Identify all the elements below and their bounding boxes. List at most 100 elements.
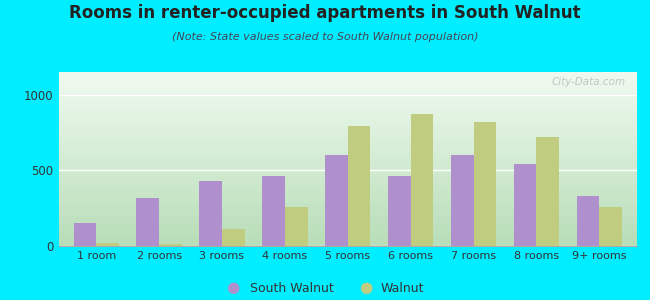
Bar — [58, 122, 637, 124]
Bar — [473, 122, 496, 246]
Bar — [577, 196, 599, 246]
Bar — [58, 197, 637, 199]
Bar — [348, 127, 370, 246]
Bar — [58, 102, 637, 103]
Bar — [58, 185, 637, 187]
Bar — [58, 192, 637, 194]
Bar — [58, 175, 637, 176]
Bar — [58, 242, 637, 244]
Bar — [58, 138, 637, 140]
Bar — [58, 164, 637, 166]
Bar — [58, 103, 637, 105]
Bar — [58, 222, 637, 224]
Bar — [58, 176, 637, 178]
Bar — [58, 224, 637, 225]
Bar — [58, 155, 637, 157]
Bar — [58, 131, 637, 133]
Bar — [388, 176, 411, 246]
Bar — [58, 196, 637, 197]
Bar — [58, 143, 637, 145]
Bar — [325, 155, 348, 246]
Bar — [58, 220, 637, 222]
Bar — [58, 96, 637, 98]
Bar — [58, 202, 637, 204]
Bar — [58, 145, 637, 147]
Bar — [58, 114, 637, 116]
Bar — [58, 89, 637, 91]
Bar — [58, 194, 637, 196]
Bar — [58, 230, 637, 232]
Bar — [58, 129, 637, 131]
Bar — [58, 105, 637, 107]
Bar — [58, 81, 637, 82]
Bar — [58, 157, 637, 159]
Bar — [58, 82, 637, 84]
Bar — [222, 230, 244, 246]
Bar — [262, 176, 285, 246]
Bar — [58, 116, 637, 117]
Bar — [58, 166, 637, 168]
Bar — [285, 207, 307, 246]
Bar — [58, 124, 637, 126]
Bar — [136, 198, 159, 246]
Bar — [58, 173, 637, 175]
Bar — [58, 213, 637, 215]
Bar — [58, 234, 637, 236]
Bar — [58, 84, 637, 86]
Bar — [58, 135, 637, 137]
Bar — [599, 207, 622, 246]
Bar — [58, 239, 637, 241]
Bar — [58, 136, 637, 138]
Bar — [58, 206, 637, 208]
Bar — [58, 152, 637, 154]
Bar — [58, 237, 637, 239]
Bar — [58, 126, 637, 128]
Bar — [58, 189, 637, 190]
Bar — [58, 216, 637, 218]
Bar — [58, 211, 637, 213]
Bar — [73, 223, 96, 246]
Bar — [200, 181, 222, 246]
Bar — [58, 180, 637, 182]
Bar — [58, 208, 637, 209]
Bar — [58, 201, 637, 203]
Bar — [58, 93, 637, 94]
Bar — [58, 227, 637, 229]
Text: Walnut: Walnut — [380, 281, 424, 295]
Bar — [58, 199, 637, 201]
Bar — [58, 148, 637, 150]
Bar — [96, 243, 119, 246]
Bar — [58, 110, 637, 112]
Bar — [58, 77, 637, 79]
Bar — [58, 140, 637, 142]
Bar — [58, 112, 637, 114]
Bar — [58, 117, 637, 119]
Bar — [58, 168, 637, 169]
Bar — [58, 244, 637, 246]
Text: South Walnut: South Walnut — [250, 281, 334, 295]
Bar — [58, 204, 637, 206]
Bar — [58, 232, 637, 234]
Bar — [58, 98, 637, 100]
Bar — [58, 229, 637, 230]
Bar — [58, 215, 637, 216]
Bar — [58, 218, 637, 220]
Bar — [58, 79, 637, 81]
Bar — [58, 171, 637, 173]
Bar — [58, 225, 637, 227]
Bar — [58, 128, 637, 129]
Bar — [58, 88, 637, 89]
Bar — [58, 74, 637, 76]
Bar — [58, 182, 637, 183]
Bar — [58, 161, 637, 163]
Bar — [58, 209, 637, 211]
Bar — [58, 236, 637, 237]
Bar — [58, 178, 637, 180]
Text: ●: ● — [226, 280, 239, 296]
Bar — [58, 100, 637, 102]
Text: (Note: State values scaled to South Walnut population): (Note: State values scaled to South Waln… — [172, 32, 478, 41]
Bar — [58, 241, 637, 242]
Bar — [58, 150, 637, 152]
Bar — [58, 159, 637, 161]
Text: Rooms in renter-occupied apartments in South Walnut: Rooms in renter-occupied apartments in S… — [69, 4, 581, 22]
